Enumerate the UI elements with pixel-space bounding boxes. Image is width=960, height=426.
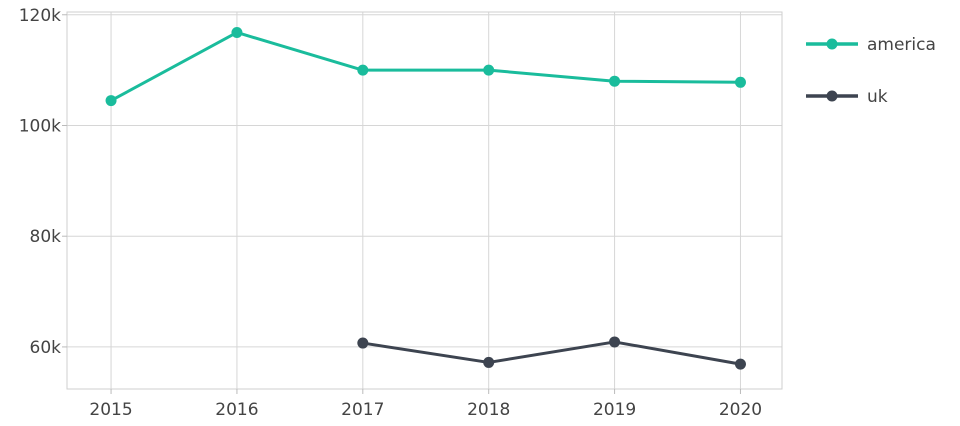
legend-label: uk bbox=[867, 87, 888, 107]
y-axis-ticks: 60k 80k 100k 120k bbox=[19, 6, 67, 358]
data-point-america[interactable] bbox=[734, 76, 746, 88]
data-point-america[interactable] bbox=[105, 95, 117, 107]
data-point-america[interactable] bbox=[357, 64, 369, 76]
legend-item-america[interactable]: america bbox=[806, 35, 936, 55]
legend-swatch-marker bbox=[826, 90, 838, 102]
x-tick-label: 2018 bbox=[467, 400, 510, 420]
x-tick-label: 2017 bbox=[341, 400, 384, 420]
data-point-america[interactable] bbox=[231, 26, 243, 38]
x-axis-ticks: 2015 2016 2017 2018 2019 2020 bbox=[89, 389, 762, 420]
legend-label: america bbox=[867, 35, 936, 55]
x-tick-label: 2020 bbox=[719, 400, 762, 420]
series bbox=[105, 26, 746, 370]
data-point-uk[interactable] bbox=[357, 337, 369, 349]
data-point-uk[interactable] bbox=[483, 356, 495, 368]
data-point-america[interactable] bbox=[609, 75, 621, 87]
y-tick-label: 60k bbox=[30, 338, 62, 358]
x-tick-label: 2016 bbox=[215, 400, 258, 420]
legend-swatch-marker bbox=[826, 38, 838, 50]
series-line-uk bbox=[361, 340, 742, 366]
legend[interactable]: america uk bbox=[806, 35, 936, 107]
series-line-america bbox=[109, 30, 742, 103]
data-point-america[interactable] bbox=[483, 64, 495, 76]
grid bbox=[67, 12, 782, 389]
y-tick-label: 80k bbox=[30, 227, 62, 247]
legend-item-uk[interactable]: uk bbox=[806, 87, 888, 107]
x-tick-label: 2015 bbox=[89, 400, 132, 420]
plot-frame bbox=[66, 11, 783, 390]
x-tick-label: 2019 bbox=[593, 400, 636, 420]
data-point-uk[interactable] bbox=[609, 336, 621, 348]
data-point-uk[interactable] bbox=[734, 358, 746, 370]
y-tick-label: 120k bbox=[19, 6, 61, 26]
y-tick-label: 100k bbox=[19, 116, 61, 136]
